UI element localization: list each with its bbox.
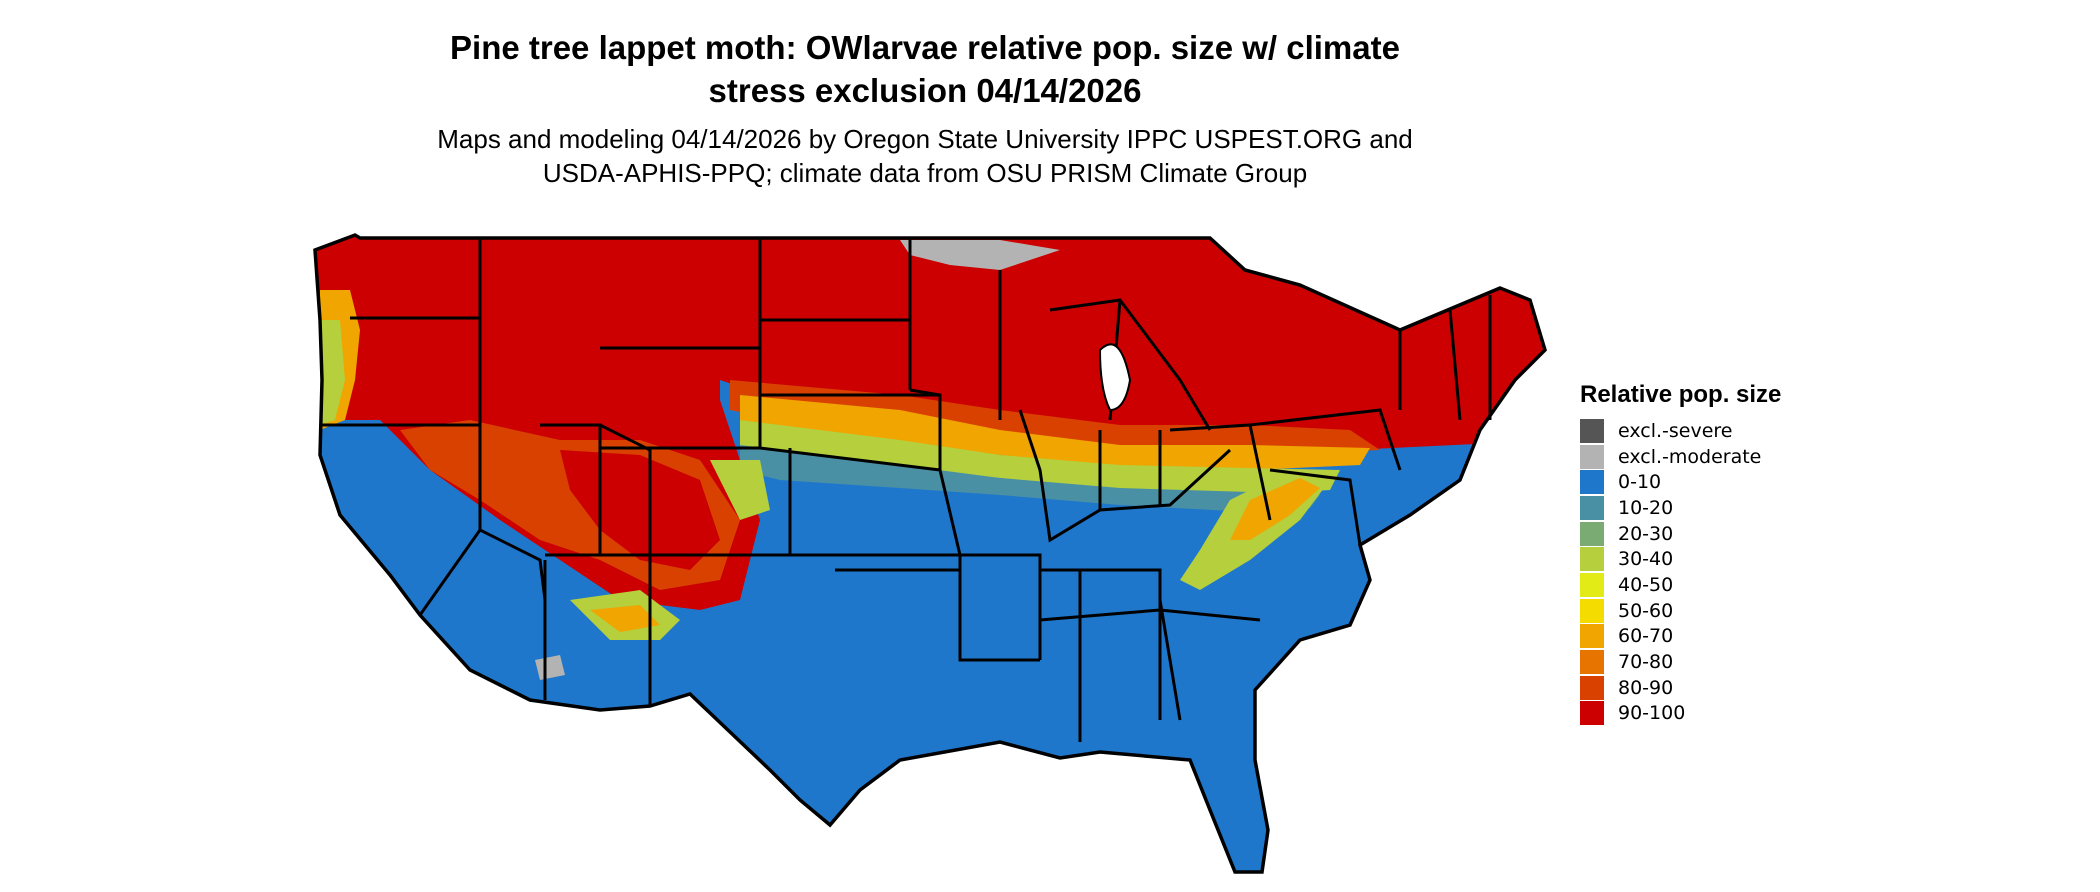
legend-label: 50-60 [1618,599,1674,622]
legend-title: Relative pop. size [1580,381,1782,408]
legend-item: 0-10 [1580,469,1980,495]
legend-swatch [1580,598,1604,623]
legend-item: 70-80 [1580,649,1980,675]
legend-item: 60-70 [1580,624,1980,650]
legend-swatch [1580,675,1604,700]
legend-label: excl.-moderate [1618,445,1762,468]
map-title-line-2: stress exclusion 04/14/2026 [708,72,1142,109]
legend-label: 0-10 [1618,471,1662,494]
legend-item: 90-100 [1580,701,1980,727]
legend-label: 60-70 [1618,625,1674,648]
legend-swatch [1580,444,1604,469]
legend-item: 10-20 [1580,495,1980,521]
state-borders [313,233,1547,874]
lake-michigan [1098,343,1132,412]
legend-label: 10-20 [1618,496,1674,519]
map-subtitle: Maps and modeling 04/14/2026 by Oregon S… [300,122,1550,190]
map-subtitle-line-1: Maps and modeling 04/14/2026 by Oregon S… [437,124,1413,154]
legend-item: 80-90 [1580,675,1980,701]
legend-label: excl.-severe [1618,419,1733,442]
legend-label: 70-80 [1618,651,1674,674]
legend-swatch [1580,470,1604,495]
legend-item: 40-50 [1580,572,1980,598]
legend-swatch [1580,495,1604,520]
legend-item: 20-30 [1580,521,1980,547]
legend-label: 40-50 [1618,573,1674,596]
legend-items: excl.-severe excl.-moderate 0-10 10-20 20-30… [1580,418,1980,726]
legend-swatch [1580,547,1604,572]
legend-label: 20-30 [1618,522,1674,545]
legend-item: 50-60 [1580,598,1980,624]
legend-swatch [1580,418,1604,443]
legend-swatch [1580,572,1604,597]
legend-label: 80-90 [1618,676,1674,699]
legend-swatch [1580,650,1604,675]
map-title: Pine tree lappet moth: OWlarvae relative… [300,26,1550,112]
legend-swatch [1580,521,1604,546]
legend-label: 90-100 [1618,702,1686,725]
map-legend: Relative pop. size excl.-severe excl.-mod… [1580,380,1980,726]
legend-item: excl.-severe [1580,418,1980,444]
legend-label: 30-40 [1618,548,1674,571]
legend-swatch [1580,624,1604,649]
legend-swatch [1580,701,1604,726]
map-title-line-1: Pine tree lappet moth: OWlarvae relative… [450,29,1400,66]
map-subtitle-line-2: USDA-APHIS-PPQ; climate data from OSU PR… [542,158,1308,188]
legend-item: excl.-moderate [1580,444,1980,470]
legend-item: 30-40 [1580,546,1980,572]
